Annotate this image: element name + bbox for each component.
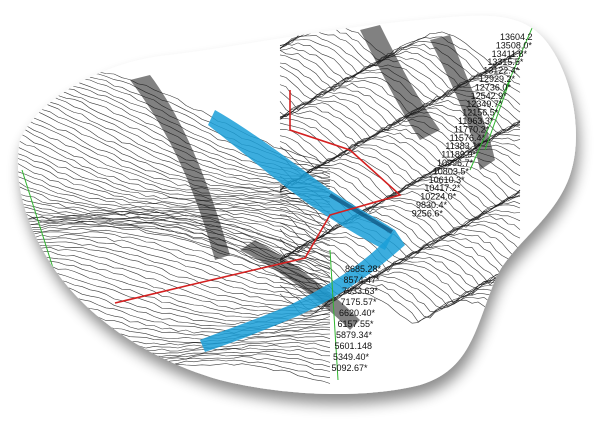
contour-line [279,35,521,77]
elevation-label: 12736.0* [475,82,512,92]
elevation-label: 12929.2* [479,74,516,84]
elevation-label: 5879.34* [336,330,373,340]
elevation-label: 5601.148 [335,341,373,351]
water-deep [328,193,394,234]
contour-line [279,87,521,131]
contour-line [279,177,521,222]
water-lower [200,230,405,352]
elevation-label: 11963.3* [458,116,494,126]
water-upper [208,110,395,250]
contour-line [17,234,331,294]
contour-line [17,122,331,208]
route-line [114,90,402,304]
contour-line [17,171,331,246]
elevation-label: 12542.9* [471,91,508,101]
green-grid-lines [21,15,541,381]
elevation-label: 11770.2* [454,124,490,134]
contour-line [280,261,521,308]
contour-line [17,248,331,310]
contour-line [279,82,521,127]
contour-line [279,199,521,244]
contour-line [17,82,331,188]
contour-line [279,237,521,286]
contour-line [17,147,331,226]
green-axis-line [469,15,541,171]
contour-line [279,193,521,240]
contour-line [17,237,331,298]
contour-line [17,142,331,222]
contour-line [279,278,521,319]
elevation-label: 5349.40* [333,352,370,362]
contour-line [17,231,331,291]
elevation-label: 12349.7* [466,99,503,109]
green-axis-line [329,249,339,381]
elevation-label: 13315.5* [487,57,524,67]
contour-line [17,177,331,253]
contour-line [17,165,331,242]
contour-line [17,216,331,301]
elevation-label: 11189.9* [441,150,476,160]
elevation-label: 13122.4* [483,66,520,76]
contour-line [17,188,331,265]
elevation-label: 11576.4* [450,133,486,143]
contour-line [17,212,331,264]
contour-line [17,153,331,231]
contour-line [17,116,331,206]
elevation-label: 13604.2 [500,32,533,42]
elevation-label: 5092.67* [332,363,369,373]
terrain-contour-mesh [17,23,521,384]
contour-line [279,236,521,280]
contour-line [279,207,521,249]
elevation-label: 7933.63* [342,286,379,296]
water-channel [200,110,405,352]
contour-line [17,161,331,234]
elevation-label: 7175.57* [341,297,378,307]
elevation-label: 10417.2* [424,183,461,193]
contour-line [17,245,331,307]
contour-line [17,127,331,213]
contour-line [279,174,521,220]
contour-line [17,97,331,194]
contour-line [279,42,521,88]
contour-line [279,291,521,335]
contour-line [279,49,521,98]
elevation-label: 10996.7* [437,158,474,168]
contour-line [17,210,331,257]
green-axis-line [484,79,511,151]
elevation-labels: 13604.213508.0*13411.8*13315.5*13122.4*1… [332,32,533,373]
elevation-label: 13508.0* [496,40,533,50]
contour-line [17,86,331,191]
contour-line [17,241,331,301]
contour-line [17,92,331,193]
elevation-label: 6620.40* [339,308,376,318]
elevation-label: 10610.3* [429,175,466,185]
elevation-label: 10803.5* [433,166,470,176]
contour-line [279,39,521,81]
route-path [114,90,402,304]
elevation-label: 8574.47* [344,275,381,285]
elevation-label: 11383.1* [445,141,481,151]
elevation-label: 9830.4* [416,200,448,210]
elevation-label: 13411.8* [492,49,528,59]
contour-line [17,243,331,304]
contour-line [17,196,331,271]
elevation-label: 8685.28* [345,264,382,274]
ridge-shadow [240,240,360,330]
elevation-label: 12156.5* [462,108,499,118]
elevation-label: 9256.6* [412,208,444,218]
ridge-shadow [130,75,230,260]
contour-line [279,170,521,215]
contour-line [17,228,331,288]
contour-line [17,100,331,197]
contour-line [17,107,331,199]
ridge-shadow [430,35,495,170]
elevation-label: 10224.0* [420,192,457,202]
elevation-label: 6157.55* [338,319,375,329]
ridge-shadow [360,25,440,140]
contour-line [17,113,331,203]
